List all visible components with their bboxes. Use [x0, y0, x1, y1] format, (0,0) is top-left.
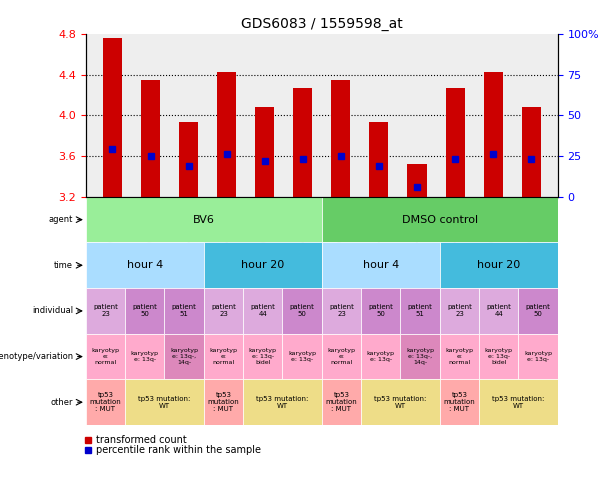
Text: patient
23: patient 23 — [329, 304, 354, 317]
Text: hour 20: hour 20 — [477, 260, 520, 270]
Text: other: other — [51, 398, 73, 407]
Bar — [204, 334, 243, 380]
Bar — [141, 80, 160, 197]
Bar — [440, 334, 479, 380]
Text: hour 4: hour 4 — [363, 260, 399, 270]
Bar — [322, 242, 440, 288]
Text: karyotyp
e: 13q-: karyotyp e: 13q- — [524, 351, 552, 362]
Text: karyotyp
e: 13q-
bidel: karyotyp e: 13q- bidel — [249, 348, 277, 365]
Text: karyotyp
e: 13q-: karyotyp e: 13q- — [367, 351, 395, 362]
Text: BV6: BV6 — [193, 214, 215, 225]
Text: patient
51: patient 51 — [408, 304, 433, 317]
Bar — [164, 288, 204, 334]
Bar — [361, 380, 440, 425]
Bar — [86, 242, 204, 288]
Text: karyotyp
e: 13q-,
14q-: karyotyp e: 13q-, 14q- — [406, 348, 434, 365]
Bar — [440, 288, 479, 334]
Text: patient
50: patient 50 — [290, 304, 314, 317]
Bar — [322, 380, 361, 425]
Text: transformed count: transformed count — [96, 435, 186, 445]
Bar — [519, 288, 558, 334]
Text: karyotyp
e:
normal: karyotyp e: normal — [327, 348, 356, 365]
Bar — [361, 334, 400, 380]
Text: DMSO control: DMSO control — [402, 214, 478, 225]
Bar — [217, 71, 236, 197]
Text: percentile rank within the sample: percentile rank within the sample — [96, 445, 261, 455]
Text: patient
23: patient 23 — [447, 304, 472, 317]
Text: tp53 mutation:
WT: tp53 mutation: WT — [492, 396, 545, 409]
Bar — [283, 334, 322, 380]
Bar — [283, 288, 322, 334]
Bar — [164, 334, 204, 380]
Title: GDS6083 / 1559598_at: GDS6083 / 1559598_at — [241, 17, 403, 31]
Bar — [322, 288, 361, 334]
Bar — [86, 288, 125, 334]
Text: patient
50: patient 50 — [368, 304, 394, 317]
Text: genotype/variation: genotype/variation — [0, 352, 73, 361]
Bar — [479, 288, 519, 334]
Bar — [370, 123, 389, 197]
Bar — [255, 107, 274, 197]
Bar — [440, 380, 479, 425]
Bar — [293, 88, 312, 197]
Text: hour 4: hour 4 — [127, 260, 163, 270]
Bar — [204, 242, 322, 288]
Bar — [86, 197, 322, 242]
Text: individual: individual — [32, 306, 73, 315]
Bar — [204, 288, 243, 334]
Text: tp53 mutation:
WT: tp53 mutation: WT — [139, 396, 191, 409]
Text: tp53
mutation
: MUT: tp53 mutation : MUT — [326, 392, 357, 412]
Text: patient
51: patient 51 — [172, 304, 197, 317]
Text: patient
23: patient 23 — [211, 304, 236, 317]
Bar — [361, 288, 400, 334]
Bar — [332, 80, 351, 197]
Text: patient
50: patient 50 — [526, 304, 550, 317]
Text: hour 20: hour 20 — [241, 260, 284, 270]
Bar — [103, 38, 122, 197]
Text: tp53
mutation
: MUT: tp53 mutation : MUT — [208, 392, 239, 412]
Bar — [243, 288, 283, 334]
Bar — [243, 380, 322, 425]
Text: tp53 mutation:
WT: tp53 mutation: WT — [256, 396, 309, 409]
Text: karyotyp
e:
normal: karyotyp e: normal — [210, 348, 237, 365]
Bar — [479, 380, 558, 425]
Text: time: time — [54, 261, 73, 270]
Text: karyotyp
e:
normal: karyotyp e: normal — [91, 348, 120, 365]
Bar — [479, 334, 519, 380]
Bar — [86, 334, 125, 380]
Bar — [322, 334, 361, 380]
Text: karyotyp
e: 13q-
bidel: karyotyp e: 13q- bidel — [485, 348, 513, 365]
Bar — [446, 88, 465, 197]
Text: patient
44: patient 44 — [486, 304, 511, 317]
Text: karyotyp
e: 13q-: karyotyp e: 13q- — [131, 351, 159, 362]
Bar — [125, 380, 204, 425]
Bar — [125, 334, 164, 380]
Text: karyotyp
e: 13q-: karyotyp e: 13q- — [288, 351, 316, 362]
Bar — [408, 164, 427, 197]
Text: patient
44: patient 44 — [250, 304, 275, 317]
Text: tp53 mutation:
WT: tp53 mutation: WT — [375, 396, 427, 409]
Text: tp53
mutation
: MUT: tp53 mutation : MUT — [89, 392, 121, 412]
Text: patient
23: patient 23 — [93, 304, 118, 317]
Bar — [243, 334, 283, 380]
Bar — [522, 107, 541, 197]
Bar — [484, 71, 503, 197]
Text: karyotyp
e:
normal: karyotyp e: normal — [446, 348, 473, 365]
Bar — [322, 197, 558, 242]
Bar — [400, 288, 440, 334]
Text: tp53
mutation
: MUT: tp53 mutation : MUT — [444, 392, 475, 412]
Bar — [204, 380, 243, 425]
Bar — [179, 123, 198, 197]
Text: agent: agent — [49, 215, 73, 224]
Text: karyotyp
e: 13q-,
14q-: karyotyp e: 13q-, 14q- — [170, 348, 198, 365]
Bar — [400, 334, 440, 380]
Bar — [125, 288, 164, 334]
Bar — [440, 242, 558, 288]
Text: patient
50: patient 50 — [132, 304, 158, 317]
Bar — [86, 380, 125, 425]
Bar — [519, 334, 558, 380]
